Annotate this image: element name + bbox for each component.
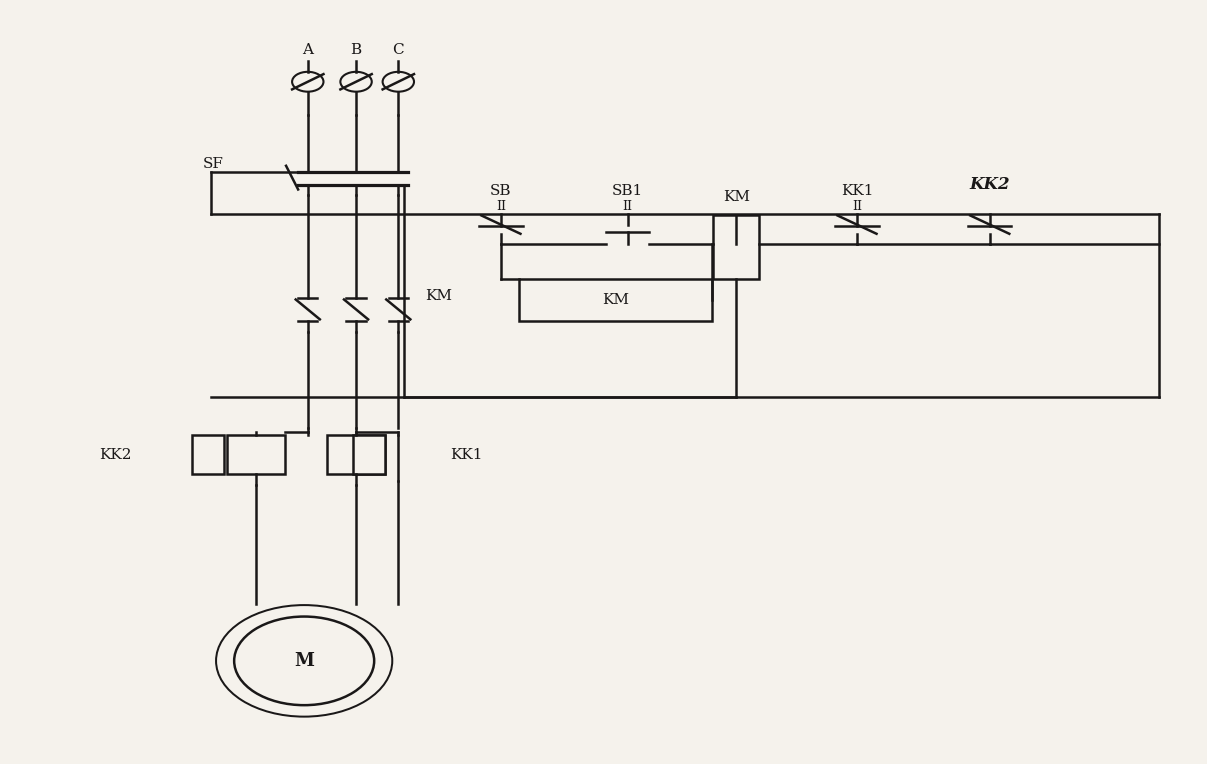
Text: M: M: [295, 652, 314, 670]
Text: SF: SF: [203, 157, 223, 171]
Text: B: B: [350, 43, 362, 57]
Bar: [713, 215, 759, 279]
Bar: [354, 435, 385, 474]
Circle shape: [216, 605, 392, 717]
Bar: [519, 279, 712, 321]
Text: KK2: KK2: [99, 448, 132, 461]
Text: ΙΙ: ΙΙ: [496, 199, 506, 213]
Bar: [327, 435, 385, 474]
Text: SB1: SB1: [612, 184, 643, 198]
Text: KK1: KK1: [450, 448, 483, 461]
Bar: [227, 435, 285, 474]
Text: ΙΙ: ΙΙ: [623, 199, 632, 213]
Text: A: A: [302, 43, 314, 57]
Bar: [192, 435, 225, 474]
Text: KK2: KK2: [969, 176, 1010, 193]
Text: C: C: [392, 43, 404, 57]
Text: SB: SB: [490, 184, 512, 198]
Text: KK1: KK1: [841, 184, 873, 198]
Text: KM: KM: [425, 289, 451, 303]
Text: KM: KM: [602, 293, 629, 307]
Text: KM: KM: [723, 190, 750, 204]
Circle shape: [234, 617, 374, 705]
Text: ΙΙ: ΙΙ: [852, 199, 862, 213]
